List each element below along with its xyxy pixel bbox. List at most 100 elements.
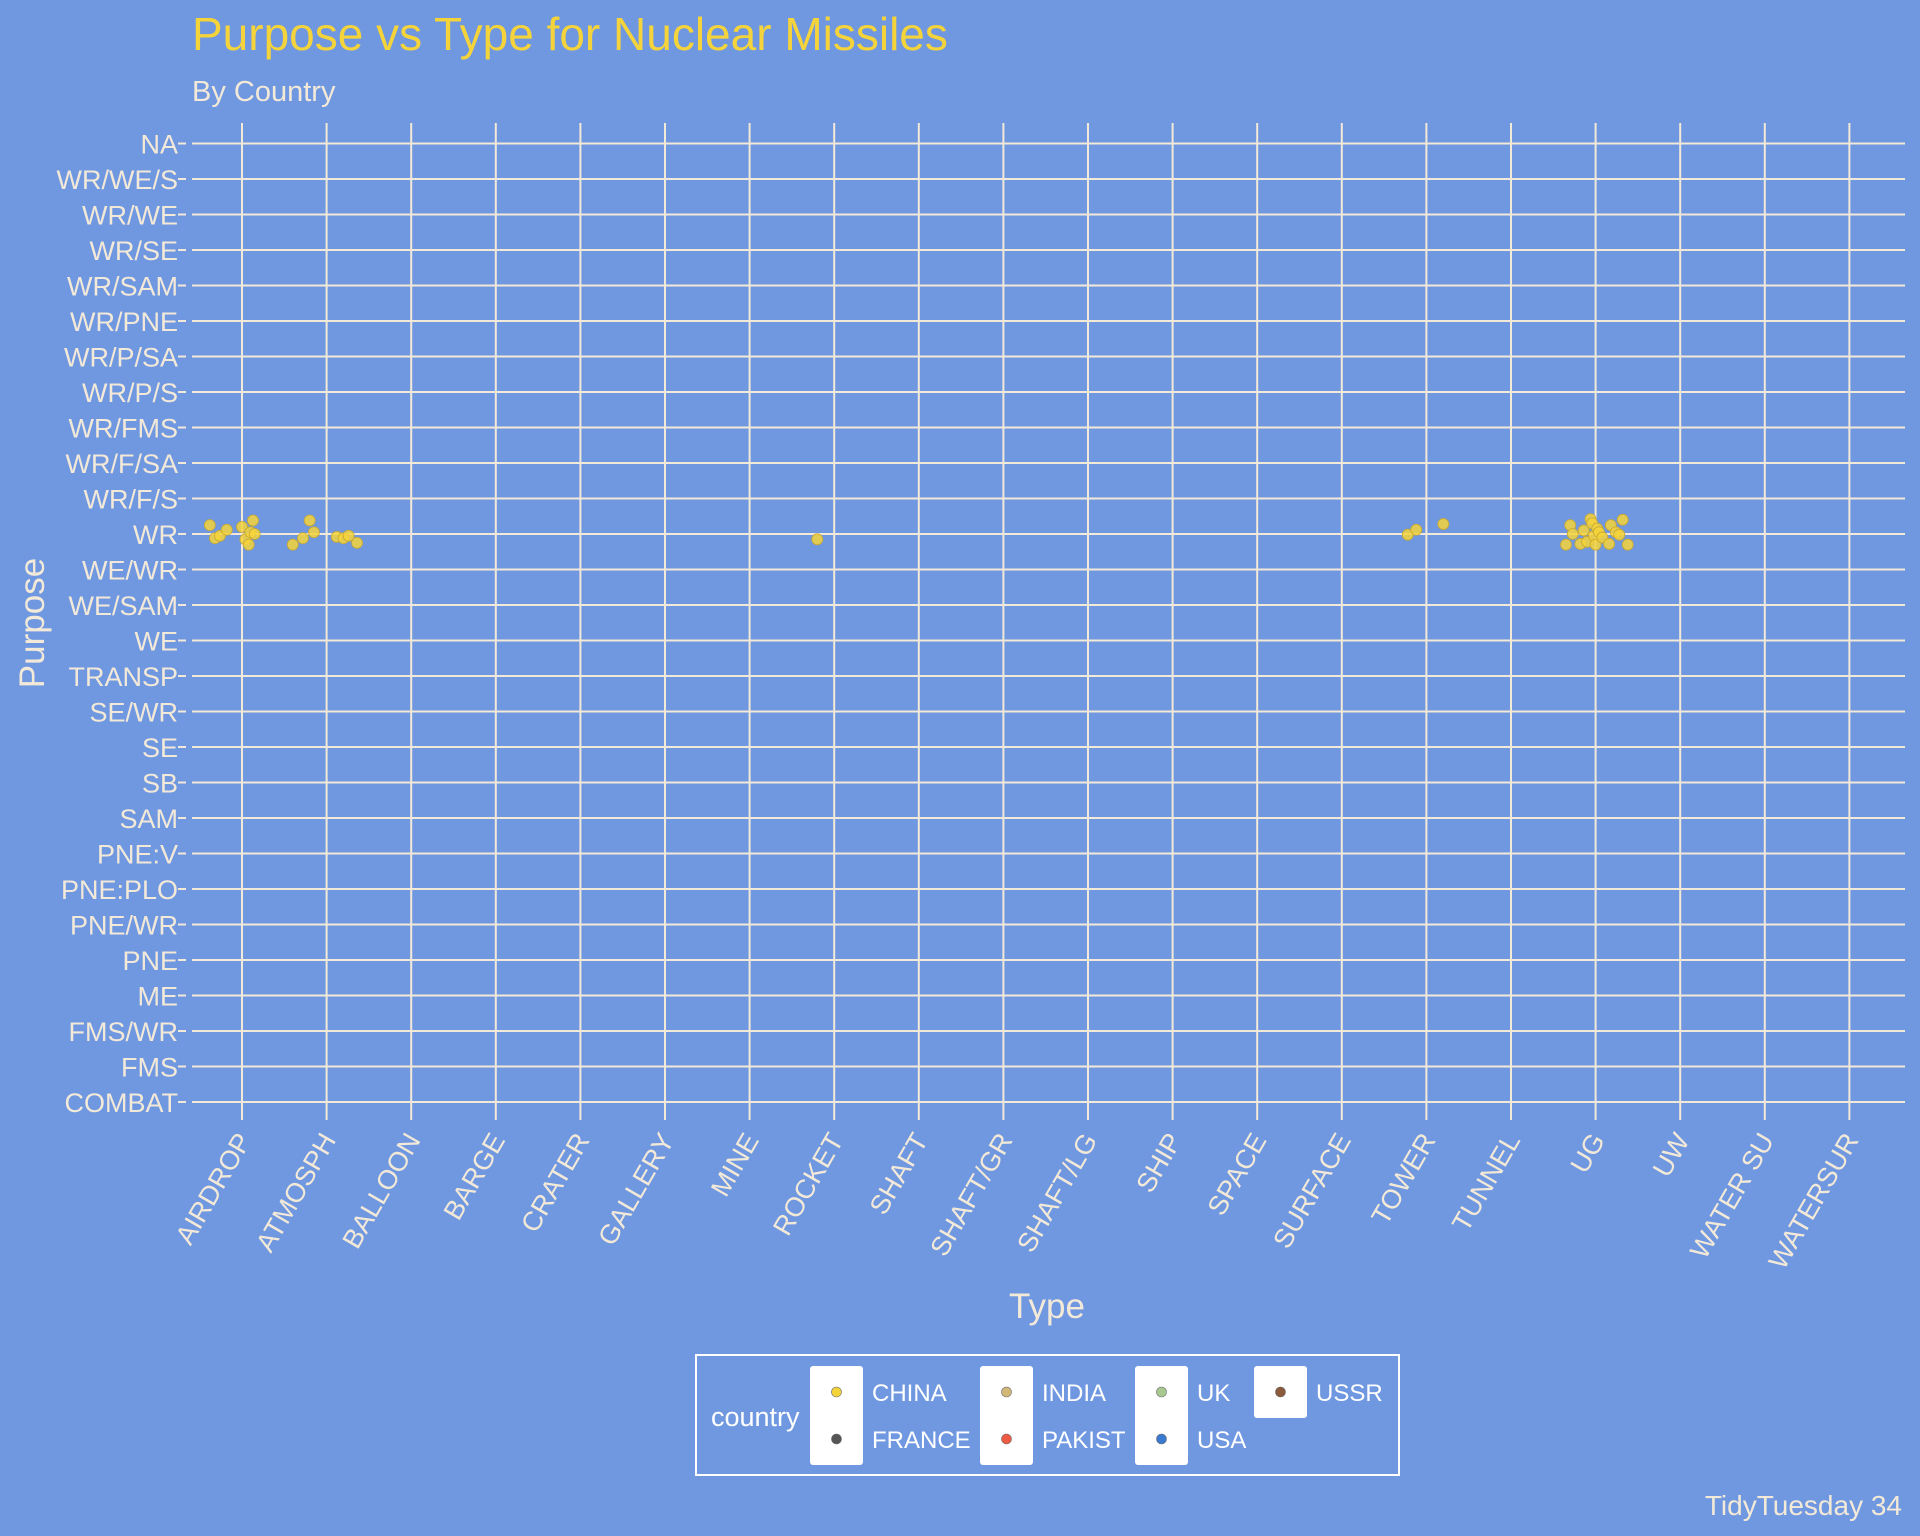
y-tick-label: WR/SAM bbox=[67, 272, 178, 302]
data-point bbox=[1616, 513, 1629, 526]
legend-label: FRANCE bbox=[872, 1427, 971, 1454]
y-tick-labels: COMBAT FMS FMS/WR ME PNE PNE/WR PNE:PLO PNE:V SA… bbox=[57, 130, 179, 1119]
grid-layer bbox=[178, 123, 1905, 1120]
legend-entry: UK bbox=[1135, 1366, 1230, 1418]
y-tick-label: WR/WE/S bbox=[57, 165, 179, 195]
data-point bbox=[297, 532, 309, 545]
x-tick-label: UW bbox=[1647, 1128, 1696, 1182]
x-tick-label: TUNNEL bbox=[1446, 1128, 1526, 1237]
legend-box bbox=[695, 1354, 1400, 1476]
legend-entry: FRANCE bbox=[810, 1413, 971, 1465]
data-point bbox=[1577, 524, 1590, 537]
x-tick-label: WATER SU bbox=[1684, 1128, 1780, 1264]
x-tick-label: AIRDROP bbox=[170, 1128, 257, 1250]
x-tick-label: ATMOSPH bbox=[250, 1128, 342, 1257]
legend-label: INDIA bbox=[1042, 1380, 1106, 1407]
legend-swatch bbox=[1156, 1433, 1167, 1445]
legend-swatch bbox=[1001, 1433, 1012, 1445]
y-tick-label: TRANSP bbox=[68, 662, 178, 692]
x-tick-label: CRATER bbox=[515, 1128, 595, 1237]
y-tick-label: FMS bbox=[121, 1053, 178, 1083]
x-tick-label: SHIP bbox=[1130, 1128, 1187, 1198]
data-point bbox=[1613, 528, 1626, 541]
y-tick-label: WR/FMS bbox=[69, 414, 178, 444]
y-tick-label: FMS/WR bbox=[69, 1017, 178, 1047]
data-point bbox=[248, 528, 261, 540]
legend-entry: PAKIST bbox=[980, 1413, 1126, 1465]
y-tick-label: WR/F/SA bbox=[66, 449, 179, 479]
y-tick-label: SE/WR bbox=[89, 698, 178, 728]
y-tick-label: PNE/WR bbox=[70, 911, 178, 941]
x-tick-label: SHAFT/LG bbox=[1011, 1128, 1103, 1257]
x-tick-label: TOWER bbox=[1366, 1128, 1442, 1230]
legend-entry: USSR bbox=[1254, 1366, 1383, 1418]
data-point bbox=[1410, 523, 1423, 536]
legend-entry: USA bbox=[1135, 1413, 1246, 1465]
data-point bbox=[342, 529, 355, 542]
y-tick-label: WE/WR bbox=[82, 556, 178, 586]
legend-swatch bbox=[1001, 1386, 1012, 1398]
x-tick-label: UG bbox=[1565, 1128, 1611, 1178]
data-point bbox=[811, 533, 824, 546]
data-point bbox=[1566, 528, 1579, 540]
data-point bbox=[1621, 538, 1634, 551]
y-tick-label: WR/PNE bbox=[70, 307, 178, 337]
y-tick-label: WE bbox=[135, 627, 179, 657]
x-tick-label: BARGE bbox=[438, 1128, 511, 1225]
data-point bbox=[308, 526, 320, 539]
chart-title: Purpose vs Type for Nuclear Missiles bbox=[192, 8, 948, 60]
data-point bbox=[203, 519, 216, 532]
x-tick-label: WATERSUR bbox=[1763, 1128, 1865, 1274]
x-tick-label: SHAFT/GR bbox=[924, 1128, 1018, 1261]
y-tick-label: SAM bbox=[119, 804, 178, 834]
x-tick-label: ROCKET bbox=[767, 1128, 849, 1240]
y-tick-label: WR bbox=[133, 520, 178, 550]
legend-label: UK bbox=[1197, 1380, 1230, 1407]
chart-subtitle: By Country bbox=[192, 76, 336, 108]
data-point bbox=[286, 538, 299, 551]
y-axis-title: Purpose bbox=[13, 558, 52, 688]
y-tick-label: WR/SE bbox=[89, 236, 178, 266]
y-tick-label: NA bbox=[140, 130, 178, 160]
y-tick-label: PNE:V bbox=[97, 840, 178, 870]
y-tick-label: SE bbox=[142, 733, 178, 763]
legend-label: USA bbox=[1197, 1427, 1246, 1454]
legend-title: country bbox=[711, 1402, 800, 1432]
data-point bbox=[303, 514, 316, 527]
data-point bbox=[1589, 538, 1602, 551]
data-point bbox=[220, 523, 233, 536]
y-tick-label: SB bbox=[142, 769, 178, 799]
data-point bbox=[236, 521, 248, 533]
data-point bbox=[1603, 538, 1616, 550]
data-point bbox=[1437, 518, 1450, 530]
data-point bbox=[351, 536, 363, 549]
legend-swatch bbox=[1156, 1386, 1167, 1398]
y-tick-label: WR/P/SA bbox=[64, 343, 178, 373]
y-tick-label: WR/P/S bbox=[82, 378, 178, 408]
data-point bbox=[1560, 538, 1572, 551]
legend-label: CHINA bbox=[872, 1380, 947, 1407]
y-tick-label: WR/WE bbox=[82, 201, 178, 231]
data-points bbox=[203, 513, 1634, 551]
legend-label: USSR bbox=[1316, 1380, 1383, 1407]
x-tick-label: GALLERY bbox=[592, 1128, 680, 1250]
data-point bbox=[242, 538, 255, 551]
legend-entry: INDIA bbox=[980, 1366, 1106, 1418]
x-tick-label: MINE bbox=[705, 1128, 765, 1201]
legend-entry: CHINA bbox=[810, 1366, 947, 1418]
x-tick-label: SPACE bbox=[1202, 1128, 1273, 1221]
legend-label: PAKIST bbox=[1042, 1427, 1126, 1454]
legend-swatch bbox=[831, 1433, 842, 1445]
y-tick-label: WR/F/S bbox=[84, 485, 179, 515]
x-axis-title: Type bbox=[1009, 1287, 1085, 1326]
data-point bbox=[247, 514, 259, 527]
y-tick-label: PNE bbox=[122, 946, 178, 976]
legend-swatch bbox=[1275, 1386, 1286, 1398]
legend-swatch bbox=[831, 1386, 842, 1398]
x-tick-label: BALLOON bbox=[337, 1128, 427, 1253]
x-tick-label: SHAFT bbox=[864, 1128, 934, 1220]
caption: TidyTuesday 34 bbox=[1705, 1490, 1902, 1521]
